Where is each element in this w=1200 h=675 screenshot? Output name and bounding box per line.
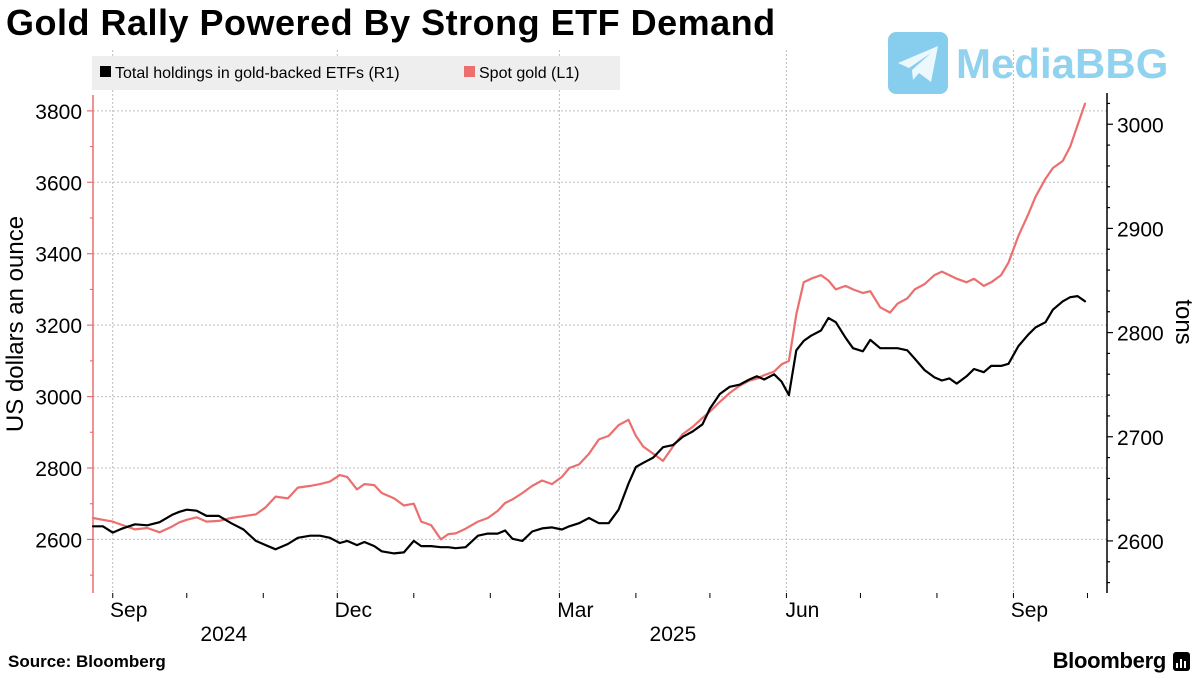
x-axis-tick-label: Sep [1011, 599, 1048, 622]
right-axis-tick-label: 2800 [1117, 323, 1164, 346]
x-axis-tick-label: Mar [557, 599, 593, 622]
x-axis-tick-label: Sep [110, 599, 147, 622]
axes: 2600 2800 3000 3200 3400 3600 3800 2600 2700 2800… [35, 93, 1164, 646]
bloomberg-chart-icon [1173, 652, 1190, 671]
x-axis-year-label: 2025 [650, 623, 697, 646]
series-layer [91, 102, 1087, 555]
left-axis-tick-label: 2800 [35, 458, 82, 481]
chart-title: Gold Rally Powered By Strong ETF Demand [6, 2, 776, 43]
legend-background [92, 56, 620, 90]
left-axis-label: US dollars an ounce [2, 216, 29, 432]
bloomberg-logo-text: Bloomberg [1052, 648, 1167, 673]
right-axis-tick-label: 2900 [1117, 218, 1164, 241]
series-line-etf-holdings [91, 295, 1087, 555]
left-axis-tick-label: 3200 [35, 315, 82, 338]
x-axis-tick-label: Dec [335, 599, 372, 622]
left-axis-tick-label: 3400 [35, 244, 82, 267]
left-axis-tick-label: 2600 [35, 529, 82, 552]
source-note: Source: Bloomberg [8, 652, 166, 671]
telegram-paper-plane-icon [888, 32, 948, 94]
legend-swatch-etf [100, 66, 111, 77]
left-axis-tick-label: 3000 [35, 387, 82, 410]
legend: Total holdings in gold-backed ETFs (R1) … [92, 56, 620, 90]
left-axis-tick-label: 3800 [35, 101, 82, 124]
left-axis-tick-label: 3600 [35, 172, 82, 195]
legend-label-spot: Spot gold (L1) [479, 65, 580, 82]
legend-swatch-spot [464, 66, 475, 77]
watermark: MediaBBG [888, 32, 1168, 94]
right-axis-tick-label: 3000 [1117, 114, 1164, 137]
x-axis-tick-label: Jun [785, 599, 819, 622]
watermark-text: MediaBBG [956, 40, 1168, 87]
legend-label-etf: Total holdings in gold-backed ETFs (R1) [115, 65, 400, 82]
right-axis-tick-label: 2600 [1117, 531, 1164, 554]
right-axis-tick-label: 2700 [1117, 427, 1164, 450]
x-axis-year-label: 2024 [200, 623, 247, 646]
right-axis-label: tons [1170, 299, 1197, 344]
grid [93, 50, 1107, 593]
series-line-spot-gold [91, 102, 1087, 541]
